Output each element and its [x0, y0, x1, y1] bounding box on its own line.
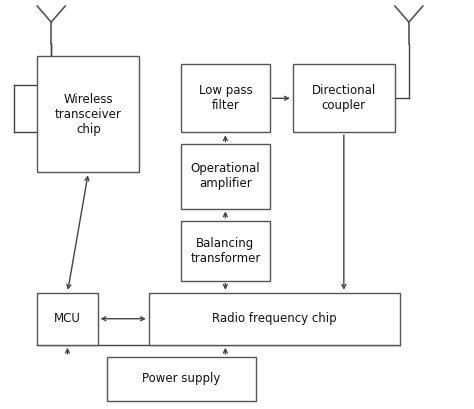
Bar [37, 56, 139, 173]
Text: Radio frequency chip: Radio frequency chip [212, 312, 337, 325]
Bar [293, 64, 395, 133]
Text: Directional
coupler: Directional coupler [312, 84, 376, 112]
Text: Operational
amplifier: Operational amplifier [191, 162, 260, 191]
Bar [181, 64, 270, 133]
Text: MCU: MCU [54, 312, 81, 325]
Text: Balancing
transformer: Balancing transformer [190, 236, 261, 265]
Bar [149, 293, 400, 345]
Text: Wireless
transceiver
chip: Wireless transceiver chip [55, 93, 122, 136]
Bar [37, 293, 98, 345]
Bar [107, 357, 255, 401]
Bar [181, 144, 270, 209]
Bar [181, 220, 270, 281]
Text: Low pass
filter: Low pass filter [199, 84, 252, 112]
Text: Power supply: Power supply [142, 372, 220, 385]
